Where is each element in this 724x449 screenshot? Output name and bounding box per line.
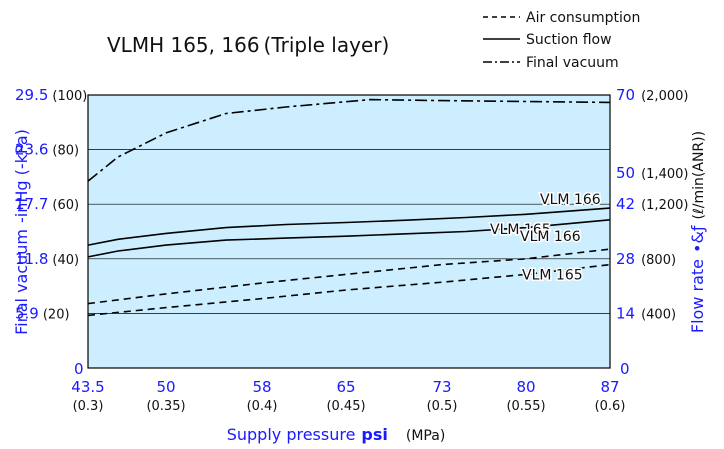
x-tick: 43.5 [71, 378, 104, 396]
y-tick-left: 5.9 (20) [15, 304, 70, 322]
x-tick-sub: (0.55) [506, 399, 545, 414]
x-tick: 50 [156, 378, 175, 396]
x-tick: 73 [432, 378, 451, 396]
y-tick-left: 17.7 (60) [15, 195, 79, 213]
y-axis-right-unit: (ℓ/min(ANR)) [691, 131, 707, 220]
x-tick-sub: (0.4) [247, 399, 278, 414]
annotation-label: VLM 165 [490, 222, 551, 238]
x-axis-unit: psi [361, 425, 387, 444]
series-line-final-vacuum [87, 98, 611, 182]
y-tick-right: 0 [620, 360, 630, 378]
x-tick: 87 [600, 378, 619, 396]
y-axis-left-label: Final vacuum -inHg (-kPa) [12, 129, 31, 335]
y-tick-right: 42 (1,200) [616, 195, 688, 213]
y-tick-left: 23.6 (80) [15, 141, 79, 159]
series-line-suction-flow-vlm-165 [87, 219, 611, 258]
x-tick-sub: (0.3) [73, 399, 104, 414]
legend-label-final-vacuum: Final vacuum [526, 55, 619, 71]
annotation-label: VLM 166 [540, 192, 601, 208]
y-axis-left-unit: -inHg (-kPa) [12, 129, 31, 223]
y-tick-right: 50 (1,400) [616, 164, 688, 182]
x-tick: 58 [252, 378, 271, 396]
x-axis-title: Supply pressure [227, 425, 356, 444]
annotation-halo: VLM 165 [522, 268, 583, 284]
legend-label-suction-flow: Suction flow [526, 32, 612, 48]
y-axis-right-title: Flow rate [688, 259, 707, 333]
x-tick-sub: (0.5) [427, 399, 458, 414]
x-axis-unit-mpa: (MPa) [406, 428, 445, 444]
annotation-label: VLM 165 [522, 268, 583, 284]
annotation-halo: VLM 166 [520, 229, 581, 245]
x-tick: 80 [516, 378, 535, 396]
plot-area [87, 94, 611, 369]
x-tick-sub: (0.45) [326, 399, 365, 414]
flow-rate-symbol: •&ƒ [688, 225, 707, 253]
y-tick-left: 11.8 (40) [15, 250, 79, 268]
x-tick-sub: (0.35) [146, 399, 185, 414]
x-tick: 65 [336, 378, 355, 396]
x-tick-sub: (0.6) [595, 399, 626, 414]
y-axis-left-title: Final vacuum [12, 229, 31, 335]
annotation-halo: VLM 166 [540, 192, 601, 208]
legend-label-air-consumption: Air consumption [526, 10, 640, 26]
annotation-label: VLM 166 [520, 229, 581, 245]
y-tick-left: 29.5 (100) [15, 86, 87, 104]
legend: Air consumption Suction flow Final vacuu… [483, 10, 640, 71]
y-tick-right: 14 (400) [616, 304, 676, 322]
annotation-halo: VLM 165 [490, 222, 551, 238]
series-line-air-consumption-vlm-166 [87, 248, 611, 305]
y-tick-right: 28 (800) [616, 250, 676, 268]
series-line-suction-flow-vlm-166 [87, 207, 611, 246]
y-tick-right: 70 (2,000) [616, 86, 688, 104]
y-axis-right-label: Flow rate •&ƒ (ℓ/min(ANR)) [688, 131, 707, 333]
y-tick-left: 0 [74, 360, 84, 378]
chart-title: VLMH 165, 166 (Triple layer) [107, 33, 389, 57]
series-lines [87, 98, 611, 317]
series-line-air-consumption-vlm-165 [87, 263, 611, 317]
tick-labels: 0 5.9 (20) 11.8 (40) 17.7 (60) 23.6 (80) 29.5 (100… [15, 86, 688, 414]
x-axis-label: Supply pressure psi (MPa) [227, 425, 446, 444]
